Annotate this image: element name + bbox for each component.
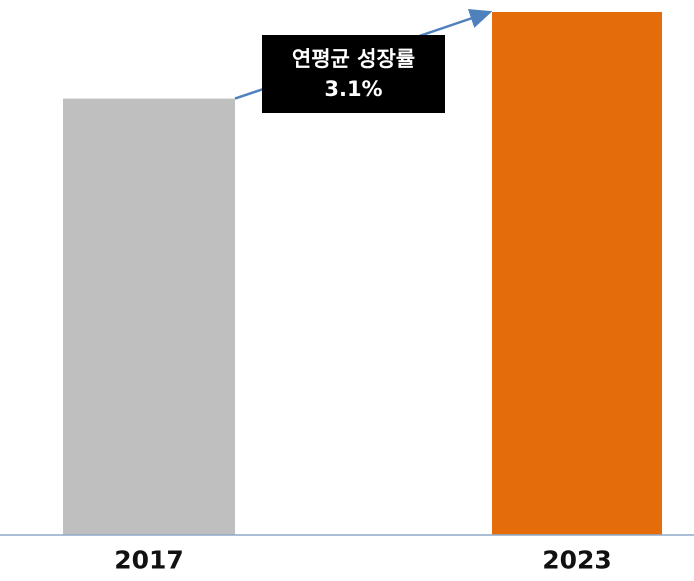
x-tick-label: 2017	[114, 545, 184, 575]
annotation: 연평균 성장률 3.1%	[262, 35, 445, 113]
bar	[63, 98, 235, 535]
x-tick-label: 2023	[542, 545, 612, 575]
bar	[492, 12, 662, 535]
